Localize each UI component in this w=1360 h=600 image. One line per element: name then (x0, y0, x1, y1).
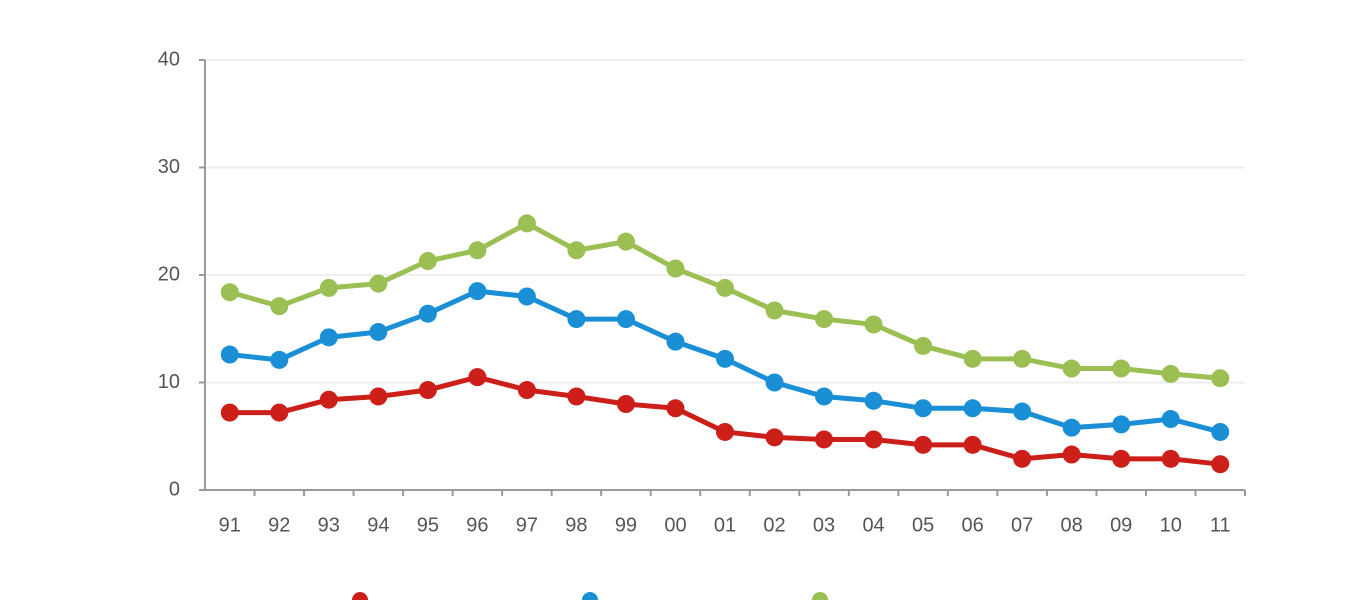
data-point (517, 214, 536, 233)
data-point (716, 349, 734, 368)
data-point (468, 282, 487, 301)
data-point (914, 399, 933, 418)
data-point (1013, 449, 1032, 468)
data-point (1211, 422, 1230, 441)
data-point (1013, 349, 1032, 368)
data-point (864, 430, 883, 449)
data-point (1112, 449, 1131, 468)
data-point (1161, 410, 1180, 429)
data-point (1013, 402, 1032, 421)
data-point (270, 350, 289, 369)
data-point (319, 390, 338, 409)
data-point (418, 381, 437, 400)
data-point (517, 381, 536, 400)
x-tick-label: 07 (1011, 514, 1033, 536)
data-point (1062, 445, 1081, 464)
y-tick-label: 0 (169, 478, 180, 500)
data-point (616, 232, 635, 251)
x-tick-label: 05 (912, 514, 934, 536)
x-tick-label: 09 (1110, 514, 1132, 536)
data-point (716, 422, 734, 441)
data-point (369, 274, 388, 293)
x-tick-label: 96 (466, 514, 488, 536)
x-tick-label: 91 (219, 514, 241, 536)
y-tick-label: 10 (158, 371, 180, 393)
x-tick-label: 95 (417, 514, 439, 536)
data-point (319, 328, 338, 347)
y-tick-label: 20 (158, 263, 180, 285)
data-point (369, 322, 388, 341)
data-point (616, 310, 635, 329)
x-tick-label: 99 (615, 514, 637, 536)
data-point (616, 395, 635, 413)
data-point (666, 332, 685, 351)
data-point (468, 241, 487, 260)
data-point (567, 241, 586, 260)
x-tick-label: 10 (1160, 514, 1182, 536)
x-tick-label: 01 (714, 514, 736, 536)
data-point (468, 368, 487, 387)
legend-marker (582, 592, 598, 600)
x-tick-label: 03 (813, 514, 835, 536)
x-tick-label: 97 (516, 514, 538, 536)
data-point (270, 403, 289, 422)
data-point (418, 304, 437, 323)
data-point (319, 278, 338, 297)
data-point (864, 315, 883, 334)
x-tick-label: 02 (763, 514, 785, 536)
x-tick-label: 11 (1210, 514, 1231, 536)
data-point (963, 399, 982, 418)
y-tick-label: 30 (158, 156, 180, 178)
data-point (1112, 415, 1131, 434)
data-point (517, 287, 536, 306)
x-tick-label: 93 (318, 514, 340, 536)
data-point (418, 252, 437, 271)
x-tick-label: 94 (367, 514, 389, 536)
data-point (369, 387, 388, 406)
data-point (1112, 359, 1131, 378)
data-point (914, 435, 933, 454)
legend-marker (812, 592, 828, 600)
y-tick-label: 40 (158, 48, 180, 70)
data-point (815, 387, 834, 406)
data-point (963, 349, 982, 368)
legend-marker (352, 592, 368, 600)
data-point (1161, 449, 1180, 468)
data-point (1062, 359, 1081, 378)
x-tick-label: 04 (862, 514, 884, 536)
data-point (765, 428, 784, 447)
data-point (765, 373, 784, 392)
data-point (220, 345, 239, 364)
data-point (864, 391, 883, 410)
data-point (1062, 418, 1081, 437)
x-tick-label: 00 (664, 514, 686, 536)
data-point (914, 336, 933, 355)
data-point (567, 310, 586, 329)
x-tick-label: 06 (961, 514, 983, 536)
data-point (220, 283, 239, 302)
data-point (1161, 364, 1180, 383)
data-point (716, 278, 734, 297)
data-point (666, 259, 685, 278)
data-point (567, 387, 586, 406)
data-point (815, 430, 834, 449)
x-tick-label: 98 (565, 514, 587, 536)
data-point (815, 310, 834, 329)
data-point (963, 435, 982, 454)
data-point (765, 301, 784, 320)
data-point (270, 297, 289, 316)
data-point (1211, 369, 1230, 388)
x-tick-label: 08 (1061, 514, 1083, 536)
data-point (1211, 455, 1230, 474)
data-point (666, 399, 685, 418)
x-tick-label: 92 (268, 514, 290, 536)
data-point (220, 403, 239, 422)
